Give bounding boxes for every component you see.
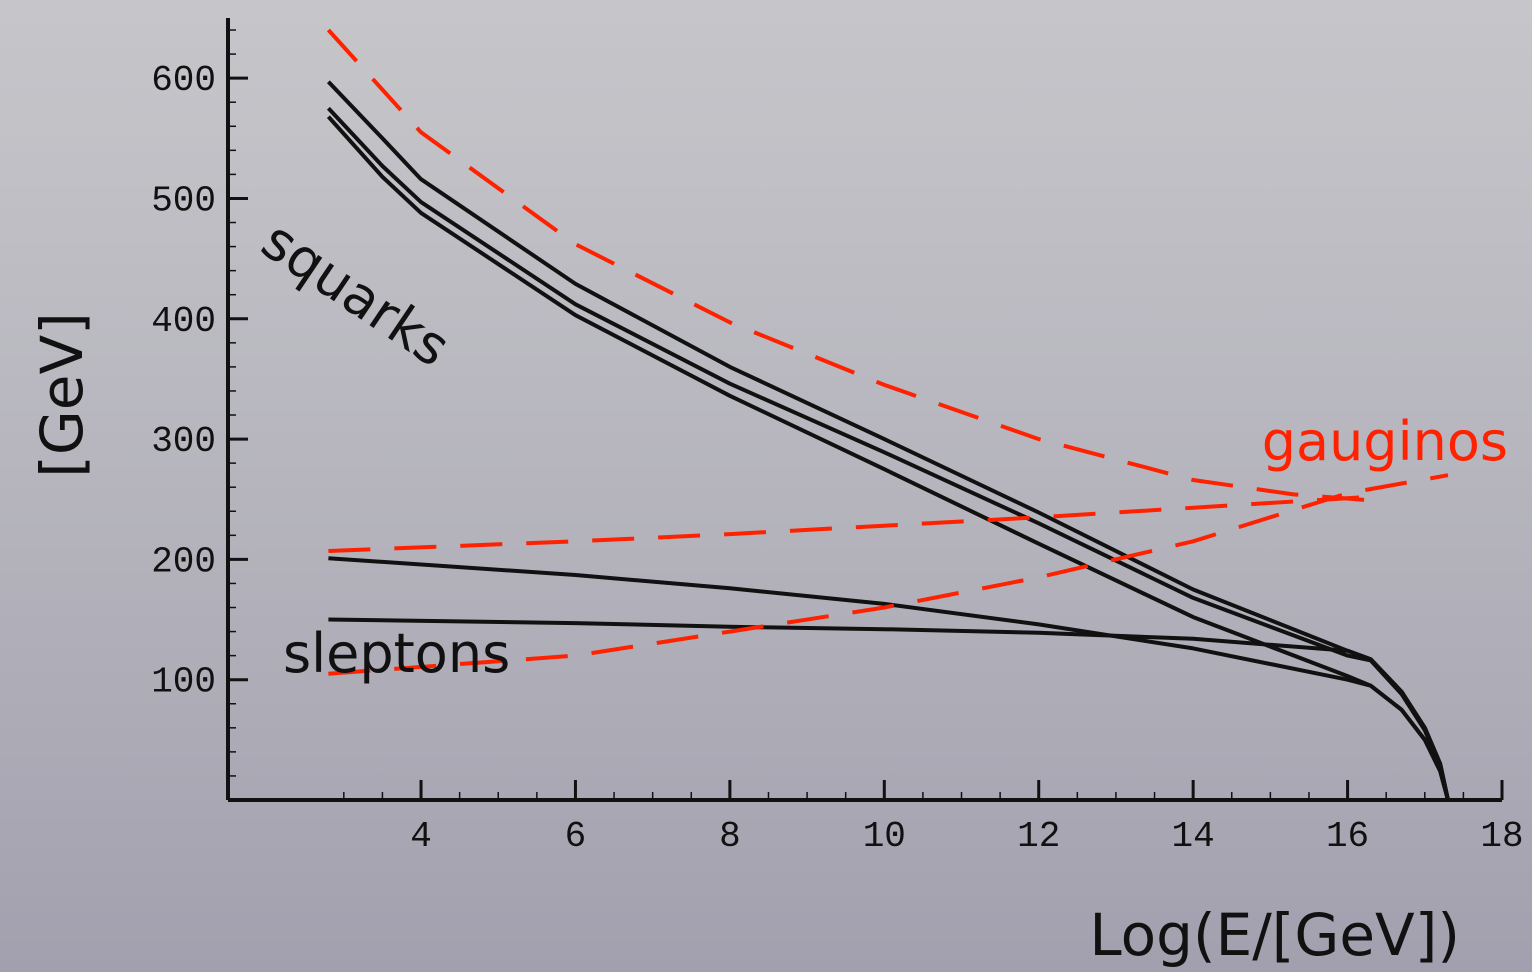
dashed-series-7	[328, 473, 1449, 676]
y-tick-label: 400	[151, 301, 216, 342]
x-tick-label: 6	[565, 816, 587, 857]
x-tick-label: 4	[410, 816, 432, 857]
gauginos-label: gauginos	[1262, 410, 1508, 473]
x-tick-label: 16	[1326, 816, 1369, 857]
x-tick-label: 18	[1480, 816, 1523, 857]
solid-series-4	[328, 617, 1450, 801]
series-layer	[326, 28, 1450, 801]
axes	[226, 18, 1502, 802]
x-tick-label: 10	[863, 816, 906, 857]
x-tick-label: 14	[1172, 816, 1215, 857]
ticks-layer: 4 6 8 10 12 14 16 18 100 200 300 400 500 600	[151, 29, 1524, 857]
squarks-label: squarks	[251, 209, 461, 379]
y-tick-label: 500	[151, 180, 216, 221]
x-tick-label: 12	[1017, 816, 1060, 857]
dashed-series-5	[326, 28, 1371, 503]
solid-series-3	[328, 556, 1450, 801]
x-axis-title: Log(E/[GeV])	[1089, 901, 1460, 969]
y-tick-label: 300	[151, 421, 216, 462]
x-tick-label: 8	[719, 816, 741, 857]
sleptons-label: sleptons	[283, 622, 510, 685]
y-tick-label: 100	[151, 662, 216, 703]
dashed-series-6	[328, 494, 1371, 553]
y-tick-label: 200	[151, 541, 216, 582]
y-tick-label: 600	[151, 60, 216, 101]
y-axis-title: [GeV]	[28, 312, 96, 478]
